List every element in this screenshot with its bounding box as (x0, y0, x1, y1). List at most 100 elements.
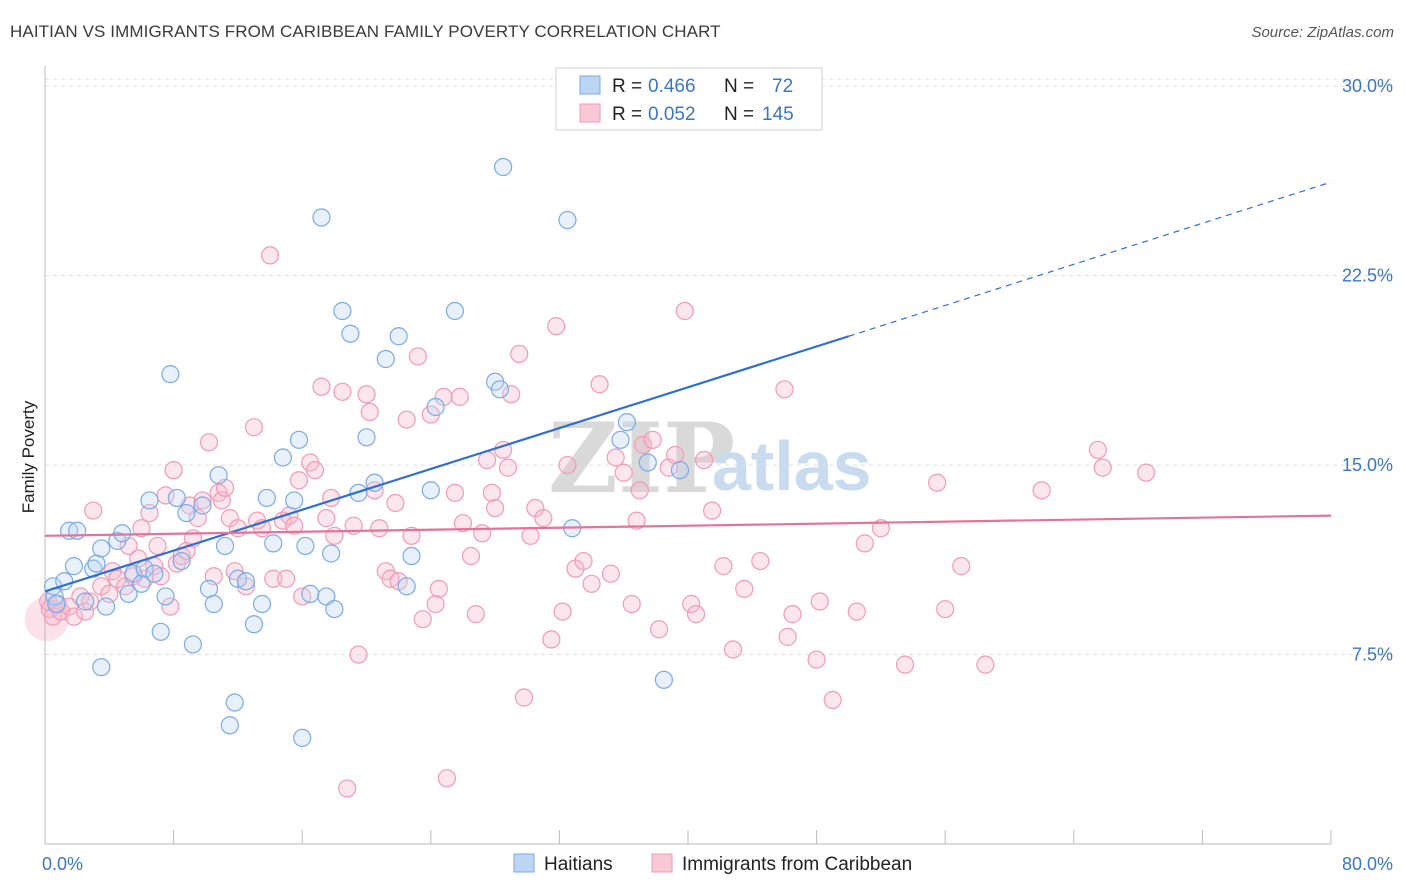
stats-legend: R = 0.466 N = 72 R = 0.052 N = 145 (555, 67, 823, 131)
watermark-atlas: atlas (712, 427, 872, 505)
data-point-caribbean (614, 463, 633, 482)
data-point-caribbean (338, 779, 357, 798)
data-point-caribbean (80, 592, 100, 611)
data-point-caribbean (928, 473, 947, 492)
data-point-caribbean (855, 534, 874, 553)
legend-swatch-haitians (579, 75, 601, 95)
data-point-caribbean (783, 605, 802, 624)
data-point-haitian (252, 594, 272, 614)
legend-n-label-2: N = (724, 104, 754, 125)
y-tick-label: 7.5% (1352, 645, 1393, 665)
data-point-caribbean (402, 526, 421, 545)
data-point-caribbean (714, 557, 733, 576)
data-point-caribbean (622, 594, 641, 614)
series-immigrants-from-caribbean (24, 246, 1156, 798)
data-point-haitian (341, 324, 360, 343)
data-point-caribbean (193, 491, 212, 510)
data-point-caribbean (807, 650, 826, 669)
data-point-haitian (490, 380, 510, 399)
data-point-caribbean (574, 551, 593, 571)
data-point-caribbean (264, 569, 283, 588)
data-point-haitian (285, 491, 304, 510)
data-point-caribbean (775, 380, 794, 399)
y-tick-label: 22.5% (1342, 266, 1393, 286)
axes (44, 66, 1332, 845)
data-point-caribbean (408, 347, 428, 366)
data-point-haitian (64, 557, 84, 576)
data-point-haitian (132, 574, 151, 593)
data-point-haitian (92, 658, 111, 677)
data-point-caribbean (976, 655, 995, 674)
data-point-caribbean (148, 536, 167, 556)
data-point-haitian (167, 488, 186, 508)
data-point-haitian (145, 564, 164, 583)
data-point-caribbean (370, 519, 389, 538)
bottom-legend-label-caribbean: Immigrants from Caribbean (682, 854, 912, 875)
data-point-haitian (113, 524, 132, 543)
data-point-caribbean (810, 592, 829, 611)
data-point-caribbean (429, 579, 448, 598)
data-point-haitian (376, 349, 395, 369)
data-point-caribbean (260, 246, 280, 265)
data-point-caribbean (498, 458, 518, 477)
legend-r-label-2: R = (612, 104, 642, 125)
data-point-haitian (264, 534, 283, 553)
data-point-caribbean (682, 594, 701, 614)
data-point-caribbean (486, 498, 505, 518)
data-point-caribbean (590, 375, 609, 394)
data-point-caribbean (751, 551, 770, 571)
data-point-haitian (215, 536, 235, 556)
data-point-haitian (638, 453, 657, 472)
data-point-caribbean (285, 516, 304, 535)
trend-line-haitians (44, 335, 850, 593)
x-tick-labels: 0.0% 80.0% (42, 854, 1393, 874)
data-point-caribbean (582, 574, 601, 593)
watermark: ZIP atlas (548, 402, 872, 515)
data-point-caribbean (445, 483, 465, 502)
data-point-caribbean (453, 514, 473, 533)
data-point-haitian (301, 584, 320, 604)
bottom-legend-swatch-haitians (513, 853, 535, 873)
legend-swatch-caribbean (579, 103, 601, 123)
data-point-caribbean (547, 317, 566, 336)
data-point-haitian (119, 584, 138, 604)
data-point-haitian (96, 597, 116, 616)
source-label: Source: ZipAtlas.com (1251, 24, 1394, 41)
data-point-caribbean (643, 430, 662, 449)
data-point-caribbean (312, 377, 331, 396)
data-point-caribbean (675, 301, 694, 321)
data-point-haitian (199, 579, 219, 598)
data-point-caribbean (450, 387, 469, 406)
series-legend: Haitians Immigrants from Caribbean (513, 853, 912, 875)
data-point-haitian (76, 592, 95, 611)
data-point-haitian (209, 466, 228, 485)
chart-title: HAITIAN VS IMMIGRANTS FROM CARIBBEAN FAM… (10, 22, 721, 41)
data-point-caribbean (64, 607, 84, 626)
data-point-caribbean (895, 655, 915, 674)
data-point-caribbean (277, 569, 296, 588)
data-point-caribbean (397, 410, 416, 429)
data-point-haitian (611, 430, 630, 449)
data-point-caribbean (694, 450, 714, 470)
data-point-caribbean (426, 594, 445, 614)
data-point-caribbean (633, 435, 653, 454)
legend-n-value-1: 72 (772, 76, 793, 97)
x-tick-label-min: 0.0% (42, 854, 83, 874)
data-point-haitian (357, 428, 376, 447)
data-point-caribbean (156, 486, 175, 505)
data-point-haitian (151, 622, 170, 641)
data-point-haitian (426, 397, 445, 417)
data-point-haitian (325, 599, 344, 619)
data-point-caribbean (437, 769, 456, 788)
trend-line-caribbean (44, 514, 1332, 537)
data-point-caribbean (333, 382, 352, 401)
data-point-caribbean (686, 605, 706, 624)
data-point-caribbean (601, 564, 620, 583)
series-haitians (43, 157, 690, 748)
data-point-caribbean (703, 501, 722, 520)
data-point-caribbean (164, 461, 183, 480)
data-point-caribbean (542, 630, 561, 649)
data-point-haitian (289, 430, 309, 449)
legend-r-value-2: 0.052 (648, 104, 696, 125)
data-point-haitian (183, 635, 202, 654)
